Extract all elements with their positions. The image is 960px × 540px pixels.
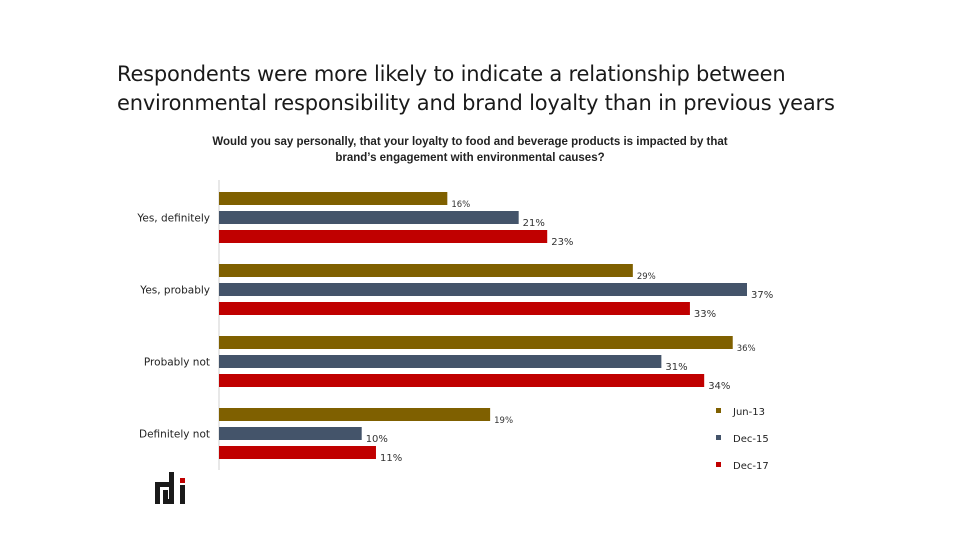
data-label: 36% [737,344,756,354]
data-label: 10% [366,434,388,445]
data-label: 29% [637,272,656,282]
legend-swatch [716,435,721,440]
data-label: 34% [708,381,730,392]
bar [219,192,448,205]
legend-swatch [716,408,721,413]
rdi-logo [155,472,185,504]
bar [219,211,519,224]
bar [219,374,705,387]
data-label: 33% [694,309,716,320]
bar [219,264,633,277]
data-label: 11% [380,453,402,464]
data-label: 19% [494,416,513,426]
bar [219,427,362,440]
category-label: Yes, probably [139,285,210,297]
legend-label: Dec-17 [733,461,769,472]
data-label: 31% [665,362,687,373]
bar [219,336,733,349]
slide-title: Respondents were more likely to indicate… [117,62,835,115]
bar [219,446,376,459]
bar [219,355,662,368]
bar [219,302,690,315]
category-label: Definitely not [139,429,210,441]
category-label: Probably not [144,357,210,369]
bar [219,230,548,243]
data-label: 16% [451,200,470,210]
legend-label: Dec-15 [733,434,769,445]
category-label: Yes, definitely [136,213,210,225]
legend-swatch [716,462,721,467]
bar [219,283,747,296]
bar [219,408,491,421]
chart-title: Would you say personally, that your loya… [212,136,728,164]
data-label: 37% [751,290,773,301]
data-label: 21% [523,218,545,229]
legend-label: Jun-13 [732,407,765,418]
data-label: 23% [551,237,573,248]
